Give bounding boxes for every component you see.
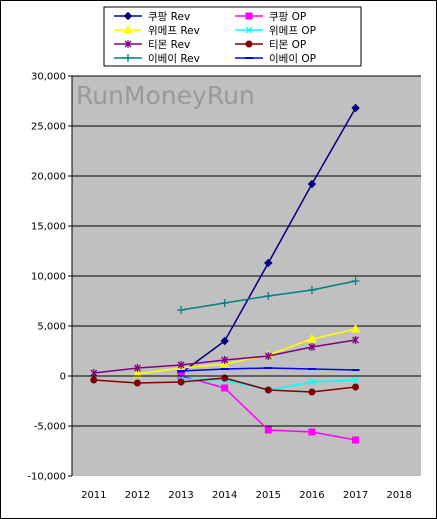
data-point <box>352 336 360 344</box>
data-point <box>264 292 273 300</box>
data-point <box>307 179 317 189</box>
data-point <box>177 306 186 314</box>
data-point <box>351 277 360 285</box>
data-point <box>264 352 272 360</box>
y-tick-label: 10,000 <box>31 272 66 283</box>
x-tick-label: 2014 <box>212 490 237 501</box>
legend-entry: 티몬 OP <box>235 39 306 51</box>
x-axis-tick-labels: 2011 2012 2013 2014 2015 2016 2017 2018 <box>81 490 412 501</box>
y-tick-label: -10,000 <box>27 472 66 483</box>
legend-label: 티몬 Rev <box>148 39 190 51</box>
data-point <box>177 361 185 369</box>
data-point <box>123 11 133 21</box>
y-tick-label: 15,000 <box>31 222 66 233</box>
legend-label: 위메프 OP <box>269 24 316 37</box>
legend-label: 쿠팡 Rev <box>148 11 190 23</box>
y-tick-label: -5,000 <box>34 422 66 433</box>
x-tick-label: 2011 <box>81 490 106 501</box>
legend-label: 쿠팡 OP <box>269 11 306 23</box>
data-point <box>352 383 360 391</box>
data-point <box>264 258 273 268</box>
x-tick-label: 2016 <box>299 490 324 501</box>
series-4 <box>90 336 360 377</box>
data-point <box>308 428 316 436</box>
data-point <box>264 426 272 434</box>
data-point <box>177 378 185 386</box>
data-point <box>308 343 316 351</box>
data-point <box>308 388 316 396</box>
series-6 <box>177 277 360 314</box>
series-lines <box>90 103 361 444</box>
x-tick-label: 2018 <box>386 490 411 501</box>
x-tick-label: 2017 <box>343 490 368 501</box>
series-7 <box>177 367 360 372</box>
data-point <box>124 54 132 62</box>
legend-label: 위메프 Rev <box>148 24 200 37</box>
y-tick-label: 0 <box>60 372 66 383</box>
legend-entry: 쿠팡 Rev <box>114 11 190 23</box>
legend-entry: 티몬 Rev <box>114 39 190 51</box>
data-point <box>245 40 253 48</box>
data-point <box>264 386 272 394</box>
x-tick-label: 2012 <box>125 490 150 501</box>
data-point <box>307 286 316 294</box>
y-tick-label: 20,000 <box>31 172 66 183</box>
y-tick-label: 5,000 <box>37 322 66 333</box>
y-axis-tick-labels: 30,000 25,000 20,000 15,000 10,000 5,000 0 -5,0… <box>27 72 72 483</box>
data-point <box>133 379 141 387</box>
data-point <box>90 376 98 384</box>
legend: 쿠팡 Rev 쿠팡 OP 위메프 Rev 위메프 OP 티몬 Rev 티몬 OP 이베이 R… <box>103 6 362 67</box>
y-tick-label: 25,000 <box>31 122 66 133</box>
data-point <box>352 376 360 384</box>
data-point <box>220 299 229 307</box>
data-point <box>350 323 361 333</box>
watermark: RunMoneyRun <box>76 81 255 110</box>
data-point <box>245 12 253 20</box>
data-point <box>132 368 143 378</box>
data-point <box>307 333 317 343</box>
legend-label: 이베이 Rev <box>148 53 200 65</box>
legend-entry: 위메프 OP <box>235 24 316 37</box>
legend-entry: 쿠팡 OP <box>235 11 306 23</box>
y-tick-label: 30,000 <box>31 72 66 83</box>
series-line <box>137 328 356 375</box>
data-point <box>221 356 229 364</box>
data-point <box>123 24 133 34</box>
legend-label: 티몬 OP <box>269 39 306 51</box>
data-point <box>133 364 141 372</box>
data-point <box>245 26 253 34</box>
legend-box <box>103 6 362 67</box>
legend-entry: 이베이 OP <box>235 53 316 65</box>
data-point <box>351 103 360 113</box>
data-point <box>221 384 229 392</box>
data-point <box>220 336 229 346</box>
data-point <box>308 378 316 386</box>
legend-entry: 위메프 Rev <box>114 24 200 37</box>
data-point <box>124 40 132 48</box>
x-tick-label: 2013 <box>168 490 193 501</box>
legend-entry: 이베이 Rev <box>114 53 200 65</box>
x-tick-label: 2015 <box>256 490 281 501</box>
legend-label: 이베이 OP <box>269 53 316 65</box>
data-point <box>352 436 360 444</box>
